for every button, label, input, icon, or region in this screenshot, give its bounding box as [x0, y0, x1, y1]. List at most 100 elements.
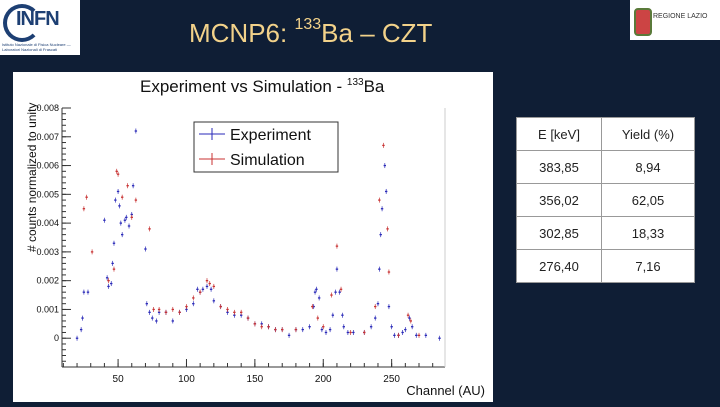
yield-cell: 18,33: [601, 216, 695, 250]
simulation-point: [178, 309, 181, 315]
experiment-point: [415, 332, 418, 338]
experiment-point: [387, 304, 391, 310]
experiment-point: [320, 327, 324, 333]
title-suffix: Ba – CZT: [321, 18, 433, 48]
simulation-point: [219, 304, 222, 310]
simulation-point: [164, 309, 168, 315]
y-tick-label: 0.008: [36, 103, 59, 113]
experiment-point: [383, 163, 387, 169]
simulation-point: [294, 327, 298, 333]
experiment-point: [404, 327, 407, 333]
yield-cell: 62,05: [601, 183, 695, 217]
infn-logo-subtext: Istituto Nazionale di Fisica Nucleare — …: [2, 42, 71, 52]
experiment-point: [335, 266, 339, 272]
experiment-point: [110, 281, 113, 287]
experiment-point: [123, 217, 127, 223]
simulation-point: [120, 194, 124, 200]
x-tick-label: 100: [178, 374, 195, 385]
simulation-point: [185, 304, 188, 310]
simulation-point: [208, 281, 211, 287]
simulation-point: [378, 197, 381, 203]
x-tick-label: 150: [247, 374, 264, 385]
experiment-point: [125, 214, 128, 220]
simulation-point: [157, 306, 161, 312]
simulation-point: [311, 304, 314, 310]
simulation-point: [82, 206, 86, 212]
experiment-point: [378, 266, 381, 272]
y-tick-label: 0.006: [36, 161, 59, 171]
y-tick-label: 0: [54, 333, 59, 343]
simulation-point: [233, 309, 236, 315]
experiment-point: [155, 318, 158, 324]
simulation-point: [322, 324, 325, 330]
simulation-point: [386, 226, 389, 232]
simulation-point: [107, 278, 110, 284]
simulation-point: [115, 168, 118, 174]
experiment-point: [196, 286, 199, 292]
experiment-point: [324, 329, 328, 335]
spectrum-chart: Experiment vs Simulation - 133Ba # count…: [13, 72, 493, 402]
simulation-point: [260, 324, 263, 330]
yield-cell: 7,16: [601, 249, 695, 283]
experiment-point: [205, 283, 209, 289]
y-tick-label: 0.004: [36, 218, 59, 228]
experiment-point: [341, 312, 344, 318]
legend-simulation-label: Simulation: [230, 152, 305, 169]
experiment-point: [346, 329, 350, 335]
lazio-logo-text: REGIONE LAZIO: [653, 13, 708, 20]
experiment-point: [192, 301, 195, 307]
infn-logo: INFN Istituto Nazionale di Fisica Nuclea…: [0, 0, 80, 55]
legend-experiment-label: Experiment: [230, 127, 311, 144]
experiment-point: [144, 246, 147, 252]
simulation-point: [148, 226, 151, 232]
experiment-point: [393, 332, 396, 338]
energy-cell: 356,02: [516, 183, 602, 217]
simulation-point: [205, 278, 209, 284]
experiment-point: [308, 324, 311, 330]
experiment-point: [107, 283, 110, 289]
experiment-point: [171, 318, 174, 324]
experiment-point: [390, 324, 393, 330]
y-tick-label: 0.007: [36, 132, 59, 142]
experiment-point: [105, 275, 109, 281]
simulation-point: [330, 292, 333, 298]
experiment-point: [112, 240, 116, 246]
simulation-point: [90, 249, 94, 255]
table-header-row: E [keV] Yield (%): [516, 117, 695, 151]
simulation-point: [253, 321, 257, 327]
simulation-point: [316, 315, 319, 321]
experiment-point: [134, 128, 138, 134]
experiment-point: [127, 223, 131, 229]
experiment-point: [301, 327, 304, 333]
y-axis-label: # counts normalized to unity: [25, 103, 39, 252]
experiment-point: [111, 260, 114, 266]
y-tick-label: 0.003: [36, 247, 59, 257]
simulation-point: [116, 171, 120, 177]
chart-svg: Experiment vs Simulation - 133Ba # count…: [25, 77, 485, 398]
simulation-point: [267, 324, 270, 330]
chart-title: Experiment vs Simulation - 133Ba: [140, 77, 385, 96]
table-row: 383,85 8,94: [516, 150, 695, 184]
simulation-point: [387, 269, 391, 275]
experiment-point: [410, 324, 414, 330]
experiment-point: [209, 286, 213, 292]
experiment-point: [212, 298, 216, 304]
simulation-point: [417, 332, 421, 338]
simulation-point: [246, 315, 250, 321]
experiment-point: [81, 315, 84, 321]
experiment-point: [376, 301, 380, 307]
header-energy: E [keV]: [516, 117, 602, 151]
energy-cell: 383,85: [516, 150, 602, 184]
x-tick-label: 250: [383, 374, 400, 385]
experiment-point: [114, 197, 117, 203]
simulation-point: [397, 332, 400, 338]
experiment-point: [338, 289, 341, 295]
experiment-point: [118, 203, 121, 209]
simulation-point: [192, 295, 195, 301]
experiment-point: [86, 289, 90, 295]
experiment-point: [148, 309, 151, 315]
simulation-point: [85, 194, 88, 200]
simulation-point: [274, 327, 277, 333]
table-row: 302,85 18,33: [516, 216, 695, 250]
lazio-crest-icon: [634, 8, 652, 36]
